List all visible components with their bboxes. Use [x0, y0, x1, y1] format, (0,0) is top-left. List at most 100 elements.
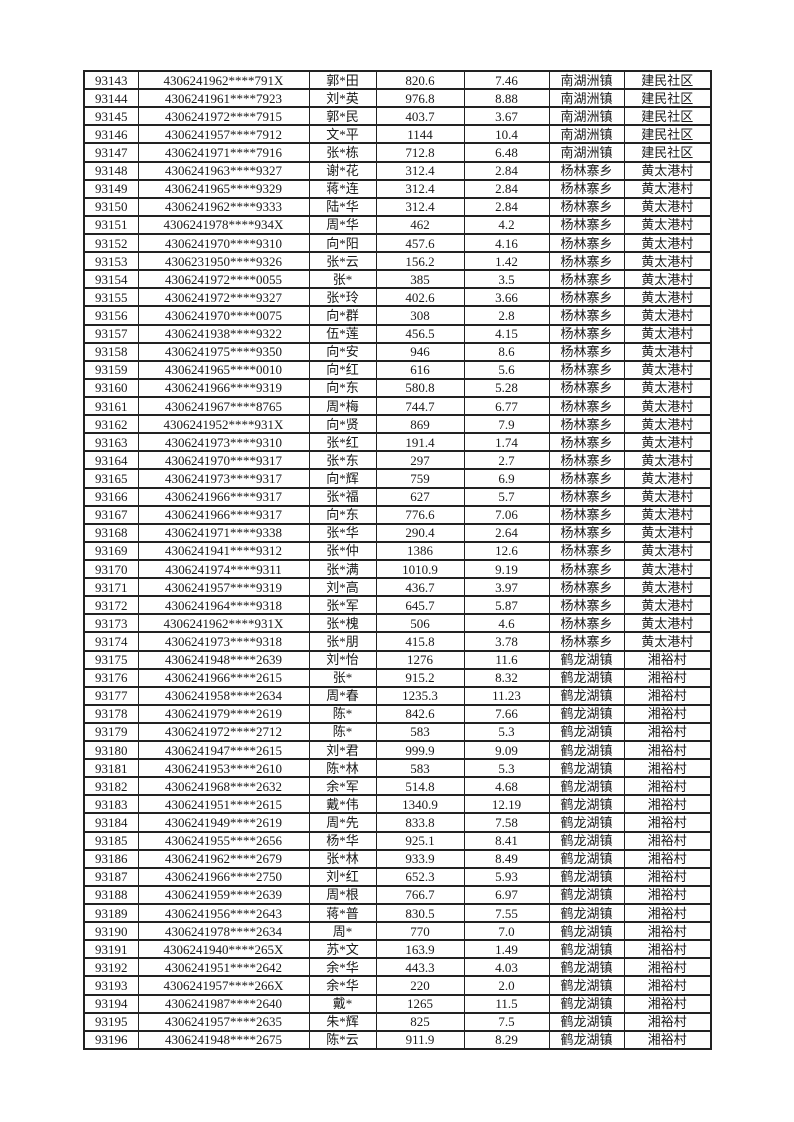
cell-area: 2.8: [463, 305, 550, 326]
cell-amount: 712.8: [375, 142, 465, 163]
cell-name: 郭*民: [308, 106, 377, 127]
cell-id-number: 4306241966****9317: [137, 504, 310, 525]
cell-seq: 93192: [83, 957, 139, 978]
cell-village: 黄太港村: [623, 395, 712, 417]
cell-amount: 825: [375, 1011, 465, 1032]
cell-name: 周*先: [308, 812, 377, 833]
cell-name: 郭*田: [308, 69, 377, 91]
cell-name: 周*华: [308, 214, 377, 235]
cell-village: 黄太港村: [623, 450, 712, 471]
cell-village: 湘裕村: [623, 685, 712, 706]
cell-name: 张*朋: [308, 631, 377, 652]
cell-seq: 93153: [83, 251, 139, 272]
cell-name: 张*华: [308, 522, 377, 543]
cell-area: 6.77: [463, 395, 550, 417]
cell-id-number: 4306241987****2640: [137, 993, 310, 1014]
cell-amount: 163.9: [375, 939, 465, 960]
cell-town: 杨林寨乡: [548, 468, 625, 489]
cell-name: 余*军: [308, 776, 377, 797]
cell-amount: 1265: [375, 993, 465, 1014]
table-row: 93150 4306241962****9333 陆*华 312.4 2.84 杨林寨乡黄…: [83, 196, 712, 217]
table-row: 93179 4306241972****2712 陈* 583 5.3 鹤龙湖镇 湘裕村: [83, 721, 712, 743]
cell-name: 刘*高: [308, 577, 377, 598]
cell-town: 杨林寨乡: [548, 305, 625, 326]
cell-seq: 93157: [83, 323, 139, 344]
cell-town: 杨林寨乡: [548, 540, 625, 561]
cell-town: 南湖洲镇: [548, 69, 625, 91]
cell-town: 南湖洲镇: [548, 106, 625, 127]
cell-seq: 93186: [83, 848, 139, 869]
cell-seq: 93183: [83, 794, 139, 815]
cell-area: 10.4: [463, 124, 550, 145]
cell-seq: 93151: [83, 214, 139, 235]
cell-town: 鹤龙湖镇: [548, 957, 625, 978]
cell-name: 张*林: [308, 848, 377, 869]
cell-amount: 833.8: [375, 812, 465, 833]
cell-village: 湘裕村: [623, 957, 712, 978]
table-row: 93160 4306241966****9319 向*东 580.8 5.28 杨林寨乡黄…: [83, 377, 712, 398]
cell-id-number: 4306241975****9350: [137, 341, 310, 362]
table-row: 93156 4306241970****0075 向*群 308 2.8 杨林寨乡 黄太港村: [83, 305, 712, 326]
table-row: 93154 4306241972****0055 张* 385 3.5 杨林寨乡 黄太港村: [83, 269, 712, 290]
cell-amount: 616: [375, 359, 465, 380]
cell-area: 4.15: [463, 323, 550, 344]
cell-seq: 93147: [83, 142, 139, 163]
cell-amount: 999.9: [375, 740, 465, 761]
table-row: 93151 4306241978****934X 周*华 462 4.2 杨林寨乡 黄太港村: [83, 214, 712, 235]
cell-amount: 312.4: [375, 160, 465, 181]
cell-id-number: 4306241957****9319: [137, 577, 310, 598]
cell-town: 鹤龙湖镇: [548, 903, 625, 924]
cell-id-number: 4306241973****9317: [137, 468, 310, 489]
table-row: 93180 4306241947****2615 刘*君 999.9 9.09 鹤龙湖镇湘…: [83, 740, 712, 761]
cell-name: 朱*辉: [308, 1011, 377, 1032]
cell-seq: 93189: [83, 903, 139, 924]
cell-village: 黄太港村: [623, 341, 712, 362]
cell-amount: 312.4: [375, 178, 465, 199]
cell-area: 6.97: [463, 884, 550, 906]
table-row: 93159 4306241965****0010 向*红 616 5.6 杨林寨乡 黄太港村: [83, 359, 712, 380]
cell-area: 5.6: [463, 359, 550, 380]
cell-name: 伍*莲: [308, 323, 377, 344]
cell-area: 7.9: [463, 414, 550, 435]
cell-name: 向*辉: [308, 468, 377, 489]
cell-id-number: 4306241966****9317: [137, 486, 310, 507]
cell-id-number: 4306241956****2643: [137, 903, 310, 924]
cell-name: 刘*怡: [308, 649, 377, 670]
cell-id-number: 4306241962****2679: [137, 848, 310, 869]
table-row: 93144 4306241961****7923 刘*英 976.8 8.88 南湖洲镇建…: [83, 88, 712, 109]
cell-town: 杨林寨乡: [548, 631, 625, 652]
cell-village: 湘裕村: [623, 921, 712, 942]
cell-seq: 93182: [83, 776, 139, 797]
cell-amount: 976.8: [375, 88, 465, 109]
cell-name: 张*: [308, 269, 377, 290]
cell-amount: 1144: [375, 124, 465, 145]
cell-name: 向*贤: [308, 414, 377, 435]
cell-town: 杨林寨乡: [548, 287, 625, 308]
cell-name: 张*栋: [308, 142, 377, 163]
cell-town: 鹤龙湖镇: [548, 993, 625, 1014]
cell-name: 周*春: [308, 685, 377, 706]
cell-id-number: 4306241965****0010: [137, 359, 310, 380]
cell-village: 黄太港村: [623, 414, 712, 435]
table-row: 93170 4306241974****9311 张*满 1010.9 9.19 杨林寨乡…: [83, 558, 712, 580]
cell-id-number: 4306241972****2712: [137, 721, 310, 743]
cell-name: 谢*花: [308, 160, 377, 181]
cell-id-number: 4306241948****2675: [137, 1029, 310, 1051]
cell-id-number: 4306241952****931X: [137, 414, 310, 435]
cell-area: 2.84: [463, 178, 550, 199]
cell-town: 鹤龙湖镇: [548, 758, 625, 779]
cell-id-number: 4306241974****9311: [137, 558, 310, 580]
cell-area: 3.97: [463, 577, 550, 598]
cell-seq: 93155: [83, 287, 139, 308]
cell-amount: 820.6: [375, 69, 465, 91]
table-row: 93155 4306241972****9327 张*玲 402.6 3.66 杨林寨乡黄…: [83, 287, 712, 308]
cell-amount: 220: [375, 975, 465, 996]
cell-name: 陆*华: [308, 196, 377, 217]
cell-area: 3.5: [463, 269, 550, 290]
cell-area: 7.06: [463, 504, 550, 525]
cell-amount: 1340.9: [375, 794, 465, 815]
cell-name: 戴*: [308, 993, 377, 1014]
cell-seq: 93143: [83, 69, 139, 91]
cell-town: 杨林寨乡: [548, 232, 625, 254]
table-row: 93161 4306241967****8765 周*梅 744.7 6.77 杨林寨乡黄…: [83, 395, 712, 417]
